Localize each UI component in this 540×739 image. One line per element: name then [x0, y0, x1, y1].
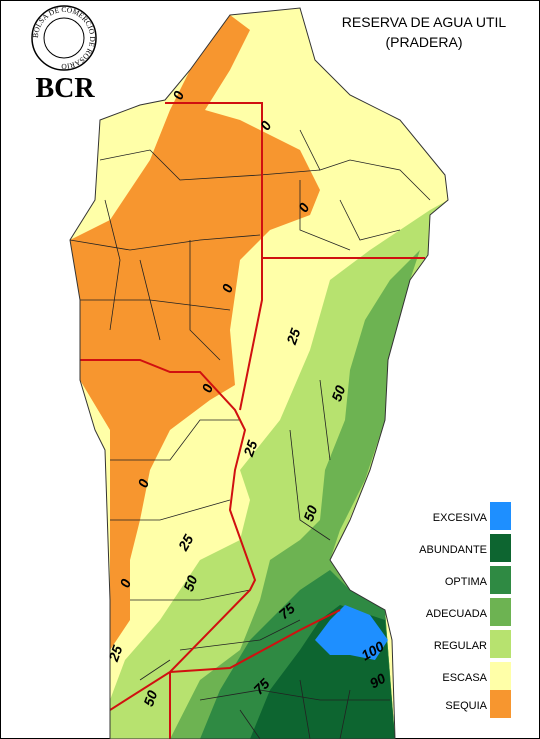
legend-label: OPTIMA	[445, 576, 488, 588]
legend-label: SEQUIA	[445, 700, 487, 712]
legend-swatch	[490, 566, 511, 594]
legend-label: EXCESIVA	[433, 512, 488, 524]
legend-label: ABUNDANTE	[419, 544, 487, 556]
legend-swatch	[490, 534, 511, 562]
logo-inner	[43, 17, 85, 59]
contour-label: 25	[174, 532, 196, 555]
legend-swatch	[490, 690, 511, 718]
contour-label: 25	[240, 438, 261, 459]
legend-swatch	[490, 630, 511, 658]
logo-ring	[31, 5, 97, 71]
zone-excesiva	[315, 605, 388, 660]
contour-label: 25	[105, 643, 126, 664]
contour-label: 25	[283, 326, 304, 347]
province-outline	[69, 7, 449, 739]
contour-label: 50	[300, 503, 320, 523]
zone-sequia	[70, 15, 320, 650]
legend-swatch	[490, 662, 511, 690]
legend-label: REGULAR	[434, 640, 487, 652]
contour-label: 50	[328, 383, 348, 403]
contour-label: 50	[140, 688, 160, 708]
legend: EXCESIVA ABUNDANTE OPTIMA ADECUADA REGULAR ES…	[419, 502, 511, 718]
contour-label: 90	[367, 670, 389, 692]
departments	[70, 102, 431, 739]
legend-label: ESCASA	[442, 672, 487, 684]
legend-swatch	[490, 598, 511, 626]
title-line2: (PRADERA)	[385, 34, 462, 50]
legend-label: ADECUADA	[426, 608, 488, 620]
logo-initials: BCR	[35, 73, 95, 104]
contour-label: 50	[180, 573, 200, 593]
title-line1: RESERVA DE AGUA UTIL	[342, 14, 507, 30]
legend-swatch	[490, 502, 511, 530]
